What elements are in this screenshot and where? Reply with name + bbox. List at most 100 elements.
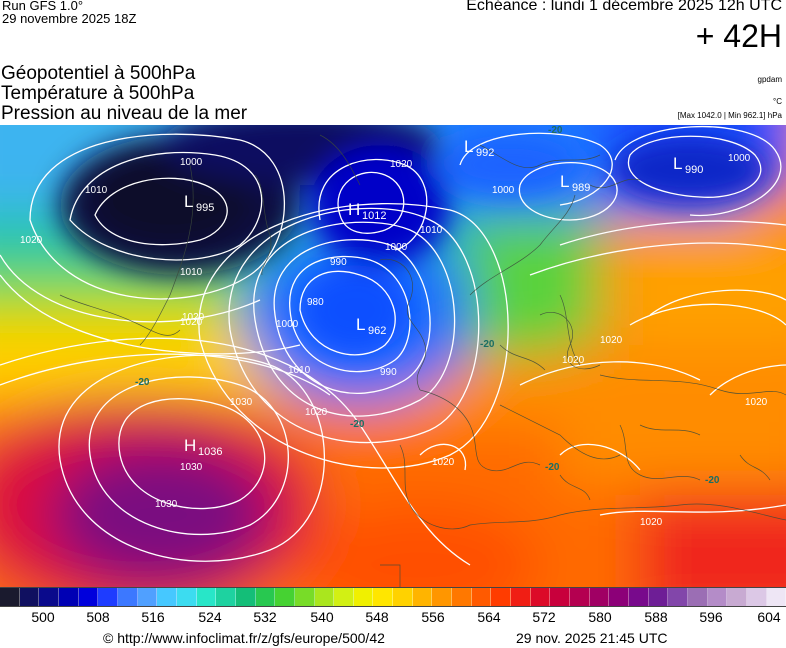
temperature-label: -20 [548,125,563,136]
colorbar-swatch [216,588,236,606]
colorbar-swatch [746,588,767,606]
colorbar-swatch [137,588,158,606]
colorbar-swatch [176,588,197,606]
colorbar-swatch [629,588,649,606]
title-geopotential: Géopotentiel à 500hPa [1,63,196,84]
coastlines [59,134,786,587]
isobar-label: 1020 [305,407,328,418]
source-url[interactable]: © http://www.infoclimat.fr/z/gfs/europe/… [103,630,385,646]
colorbar-swatch [255,588,276,606]
colorbar-swatch [432,588,453,606]
colorbar-swatch [334,588,354,606]
svg-text:H: H [184,436,196,455]
colorbar-swatch [196,588,217,606]
colorbar-swatch [589,588,610,606]
colorbar-swatch [294,588,315,606]
cold-cores [60,125,770,355]
colorbar-tick-label: 588 [644,609,668,625]
svg-text:L: L [673,154,682,173]
isobar-label: 1030 [230,397,253,408]
svg-text:H: H [348,200,360,219]
colorbar-tick-label: 572 [532,609,556,625]
valid-time: Echéance : lundi 1 décembre 2025 12h UTC [466,0,782,14]
colorbar-swatch [353,588,374,606]
colorbar-swatch [471,588,492,606]
isobar-label: 1010 [85,185,108,196]
colorbar-tick-label: 580 [588,609,612,625]
colorbar [0,587,786,607]
colorbar-swatch [727,588,747,606]
colorbar-swatch [58,588,79,606]
map-svg: 1000 1010 1020 1010 1020 990 980 1000 99… [0,125,786,587]
svg-text:L: L [560,172,569,191]
colorbar-tick-label: 604 [757,609,781,625]
colorbar-swatch [412,588,433,606]
temperature-label: -20 [135,377,150,388]
colorbar-swatch [373,588,394,606]
svg-text:990: 990 [685,164,703,176]
colorbar-tick-label: 524 [198,609,222,625]
low-pressure-center: L 992 [464,137,494,159]
isobar-label: 1020 [20,235,43,246]
lead-time: + 42H [695,18,782,54]
colorbar-swatch [39,588,59,606]
low-pressure-center: L 962 [356,315,386,337]
colorbar-tick-label: 500 [31,609,55,625]
svg-text:L: L [184,192,193,211]
pressure-range: [Max 1042.0 | Min 962.1] hPa [677,111,782,120]
generated-date: 29 nov. 2025 21:45 UTC [516,630,668,646]
high-pressure-center: H 1012 [348,200,386,222]
isobar-label: 1030 [155,499,178,510]
svg-text:L: L [464,137,473,156]
run-date: 29 novembre 2025 18Z [2,11,137,26]
temperature-label: -20 [705,475,720,486]
isobar-label: 980 [307,297,324,308]
colorbar-swatch [98,588,118,606]
colorbar-tick-label: 516 [141,609,165,625]
svg-text:995: 995 [196,202,214,214]
colorbar-swatch [157,588,177,606]
isobar-label: 1020 [182,312,205,323]
weather-map[interactable]: 1000 1010 1020 1010 1020 990 980 1000 99… [0,125,786,587]
svg-text:1012: 1012 [362,210,386,222]
low-pressure-center: L 989 [560,172,590,194]
colorbar-tick-label: 596 [699,609,723,625]
colorbar-swatch [275,588,295,606]
unit-temperature: °C [773,97,782,106]
isobar-label: 1020 [562,355,585,366]
title-pressure: Pression au niveau de la mer [1,103,248,124]
colorbar-swatch [0,588,20,606]
colorbar-swatch [687,588,708,606]
colorbar-tick-label: 540 [310,609,334,625]
svg-text:989: 989 [572,182,590,194]
unit-geopotential: gpdam [757,75,782,84]
colorbar-swatch [530,588,551,606]
isobar-label: 1020 [390,159,413,170]
isobar-label: 1000 [385,242,408,253]
colorbar-swatch [78,588,99,606]
temperature-label: -20 [545,462,560,473]
colorbar-tick-label: 508 [86,609,110,625]
temperature-labels: -20 -20 -20 -20 -20 -20 [135,125,720,486]
svg-text:992: 992 [476,147,494,159]
colorbar-tick-label: 532 [253,609,277,625]
isobar-label: 1020 [640,517,663,528]
svg-text:1036: 1036 [198,446,222,458]
colorbar-swatch [19,588,40,606]
isobar-label: 1010 [420,225,443,236]
colorbar-tick-label: 556 [421,609,445,625]
high-pressure-center: H 1036 [184,436,222,458]
run-label: Run GFS 1.0° [2,0,84,13]
isobar-label: 1000 [276,319,299,330]
low-pressure-center: L 995 [184,192,214,214]
temperature-label: -20 [480,339,495,350]
colorbar-swatch [707,588,728,606]
colorbar-swatch [570,588,590,606]
colorbar-swatch [766,588,786,606]
colorbar-swatch [511,588,531,606]
colorbar-swatch [117,588,138,606]
isobar-label: 1020 [600,335,623,346]
colorbar-swatch [491,588,512,606]
colorbar-tick-label: 564 [477,609,501,625]
colorbar-swatch [609,588,629,606]
